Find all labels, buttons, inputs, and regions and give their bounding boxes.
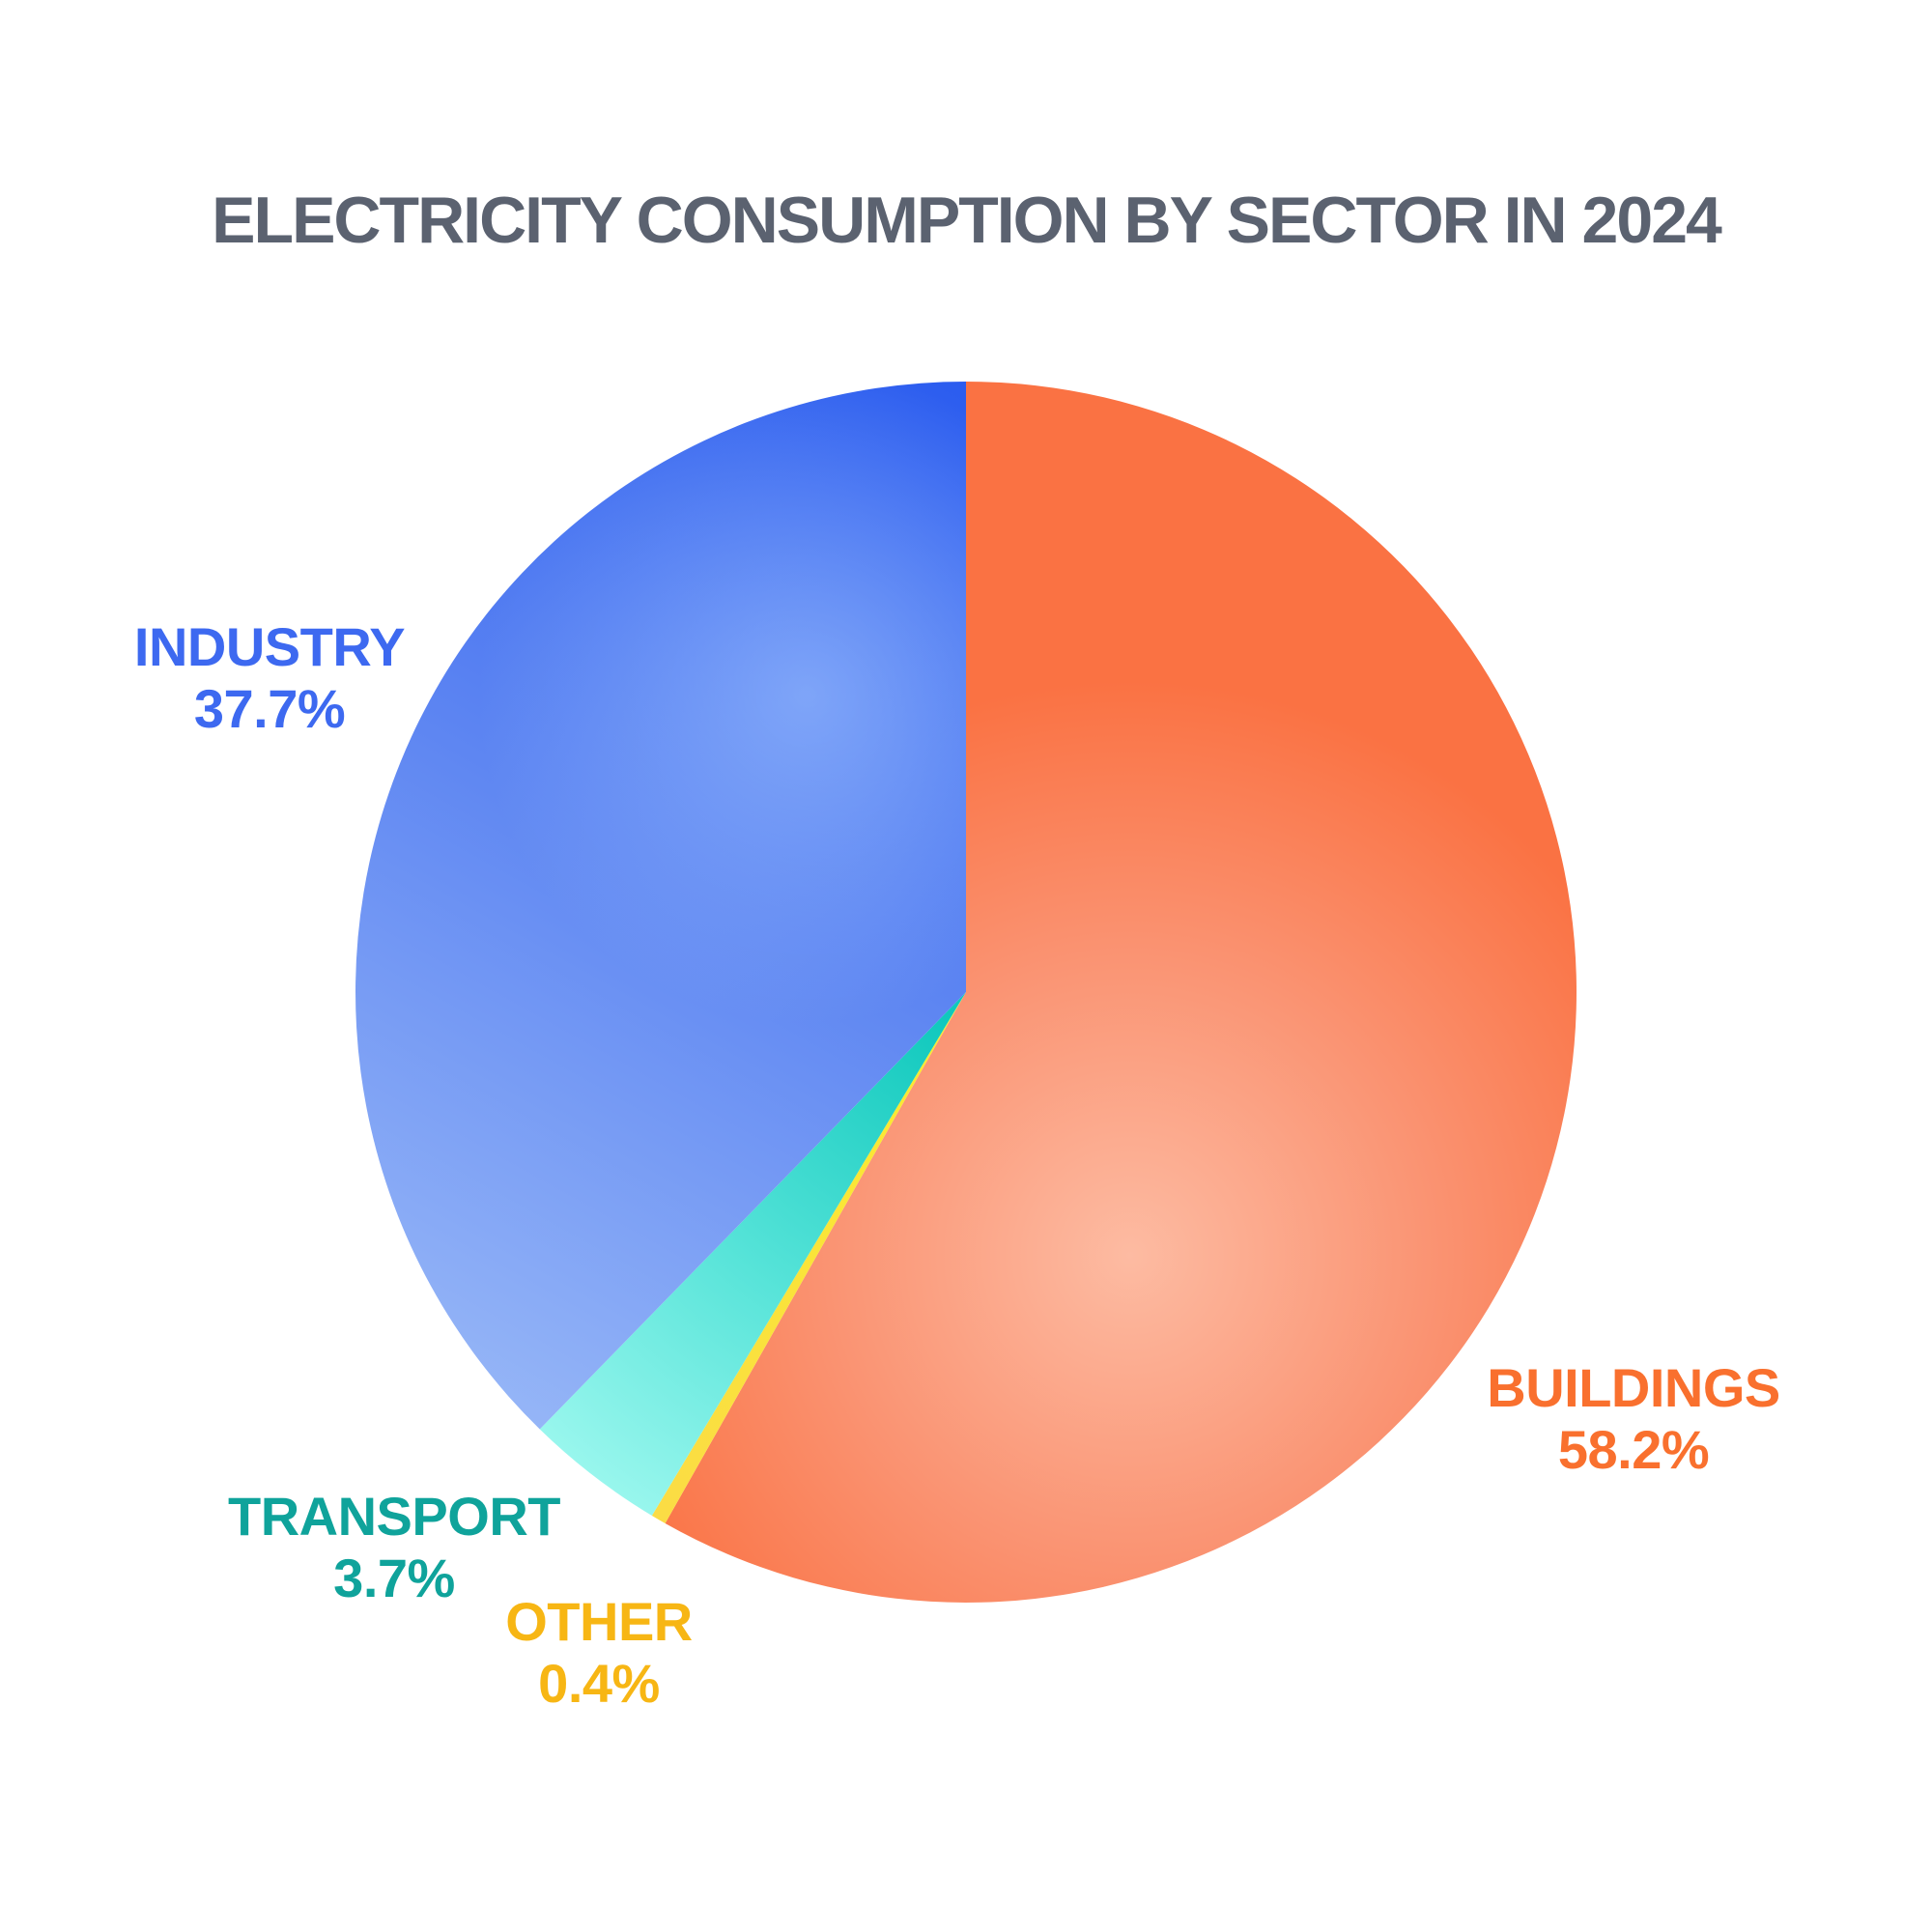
label-transport-pct: 3.7% xyxy=(333,1548,455,1608)
label-other: OTHER 0.4% xyxy=(505,1591,693,1715)
pie-slice-other xyxy=(651,992,966,1523)
chart-title: ELECTRICITY CONSUMPTION BY SECTOR IN 202… xyxy=(212,184,1722,257)
label-industry-name: INDUSTRY xyxy=(133,616,406,677)
label-transport-name: TRANSPORT xyxy=(228,1486,560,1547)
label-transport: TRANSPORT 3.7% xyxy=(228,1486,560,1609)
label-industry-pct: 37.7% xyxy=(193,678,346,739)
label-industry: INDUSTRY 37.7% xyxy=(133,616,406,740)
pie-slice-industry-highlight xyxy=(355,382,966,1430)
label-other-pct: 0.4% xyxy=(538,1653,660,1714)
pie-slice-transport xyxy=(539,992,966,1516)
label-buildings-name: BUILDINGS xyxy=(1487,1357,1780,1418)
pie-slice-buildings xyxy=(665,382,1577,1603)
label-buildings-pct: 58.2% xyxy=(1557,1419,1710,1480)
label-buildings: BUILDINGS 58.2% xyxy=(1487,1357,1780,1481)
label-other-name: OTHER xyxy=(505,1591,693,1652)
